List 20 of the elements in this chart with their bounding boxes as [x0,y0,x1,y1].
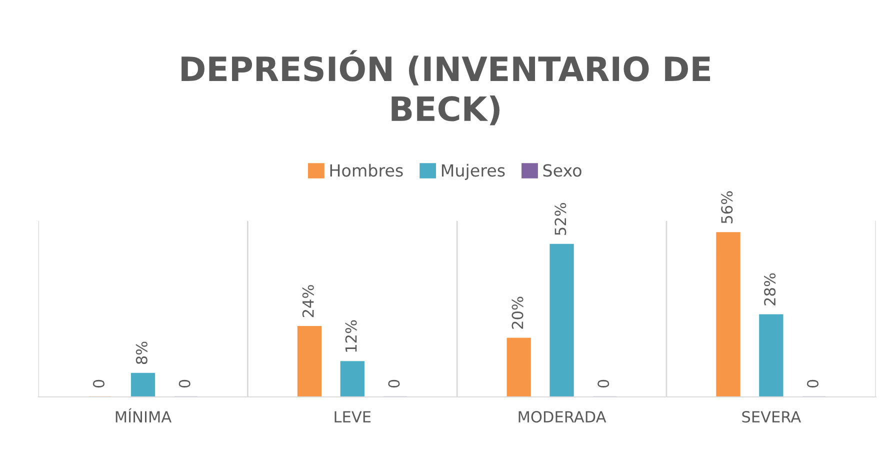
data-label: 12% [345,320,357,352]
data-label: 8% [136,342,148,364]
x-tick-label: MÍNIMA [116,408,172,422]
x-tick-label: MODERADA [518,411,606,423]
data-label: 0 [178,380,190,388]
legend-label: Mujeres [442,164,505,180]
x-tick-label: SEVERA [742,411,801,423]
data-label: 24% [302,285,314,318]
data-label: 0 [806,380,819,388]
data-label: 0 [388,380,400,388]
legend-label: Hombres [330,164,403,177]
data-label: 28% [764,273,776,306]
data-label: 56% [721,191,733,224]
data-label: 52% [554,202,566,235]
data-label: 0 [92,380,105,388]
x-tick-label: LEVE [334,411,371,422]
legend-label: Sexo [543,164,582,177]
data-label: 0 [598,380,610,388]
data-label: 20% [512,296,524,329]
chart-title: DEPRESIÓN (INVENTARIO DE BECK) [182,50,710,126]
